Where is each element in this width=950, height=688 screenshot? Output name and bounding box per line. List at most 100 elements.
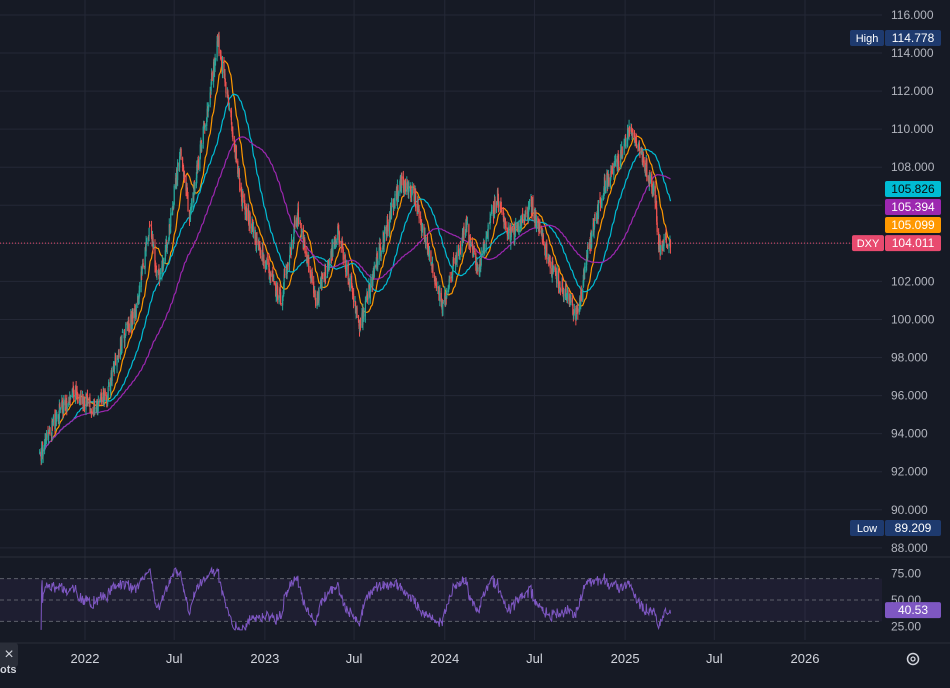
- rsi-tick-label: 25.00: [891, 620, 921, 634]
- candle-body: [150, 227, 153, 238]
- low-marker-value-bg: [885, 520, 941, 536]
- gear-icon[interactable]: [906, 652, 920, 666]
- candle-body: [452, 267, 454, 276]
- candle-body: [446, 290, 448, 298]
- high-marker-label-bg: [850, 30, 884, 46]
- candle-body: [125, 323, 127, 334]
- candle-body: [356, 307, 358, 318]
- candle-body: [368, 284, 370, 300]
- candle-body: [597, 200, 600, 218]
- candle-body: [159, 272, 162, 275]
- candle-body: [461, 243, 463, 253]
- candle-body: [199, 144, 201, 159]
- candle-body: [78, 398, 80, 404]
- candle-body: [421, 224, 424, 231]
- candle-body: [539, 221, 541, 229]
- candle-body: [197, 158, 199, 169]
- candle-body: [425, 236, 427, 247]
- candle-body: [183, 175, 186, 178]
- candle-body: [654, 186, 656, 203]
- candle-body: [373, 265, 375, 277]
- candle-body: [87, 399, 89, 403]
- candle-body: [277, 286, 279, 300]
- candle-body: [372, 274, 374, 287]
- ma-value: 105.826: [891, 182, 935, 196]
- price-tick-label: 94.000: [891, 427, 928, 441]
- candle-body: [70, 395, 72, 398]
- candle-body: [530, 198, 533, 215]
- candle-body: [592, 222, 595, 231]
- candle-body: [504, 218, 506, 228]
- candle-body: [319, 279, 322, 288]
- candle-body: [99, 399, 101, 402]
- candle-body: [620, 149, 622, 168]
- candle-body: [509, 225, 511, 242]
- price-tick-label: 92.000: [891, 465, 928, 479]
- candle-body: [608, 177, 610, 186]
- last-price-value: 104.011: [892, 236, 935, 250]
- candle-body: [359, 323, 362, 326]
- candle-body: [104, 390, 106, 397]
- candle-body: [308, 258, 310, 273]
- candle-body: [225, 82, 227, 94]
- candle-body: [282, 296, 284, 298]
- candle-body: [377, 260, 379, 267]
- candle-body: [546, 243, 548, 259]
- candle-body: [346, 264, 348, 275]
- candle-body: [556, 271, 558, 284]
- candle-body: [338, 231, 340, 244]
- candle-body: [432, 264, 434, 274]
- time-tick-label: 2025: [611, 651, 640, 666]
- candle-body: [49, 427, 51, 434]
- candle-body: [403, 185, 405, 194]
- candle-body: [352, 293, 355, 303]
- price-tick-label: 116.000: [891, 8, 934, 22]
- candle-body: [626, 129, 629, 147]
- candle-body: [601, 198, 603, 206]
- candle-body: [401, 175, 403, 179]
- candle-body: [669, 240, 672, 248]
- candle-body: [384, 226, 386, 241]
- candle-body: [296, 215, 299, 226]
- candle-body: [275, 283, 277, 297]
- rsi-line: [40, 566, 671, 631]
- gear-icon-ring: [906, 652, 920, 666]
- candle-body: [273, 281, 275, 285]
- candle-body: [647, 175, 649, 181]
- candle-body: [480, 253, 482, 266]
- candle-body: [342, 249, 344, 260]
- candle-body: [563, 294, 565, 299]
- candle-body: [442, 304, 444, 316]
- candle-body: [466, 222, 469, 224]
- candle-body: [492, 207, 495, 218]
- candle-body: [490, 210, 493, 214]
- candle-body: [278, 295, 280, 302]
- candle-body: [325, 277, 327, 279]
- candle-body: [337, 226, 339, 241]
- candle-body: [369, 289, 371, 299]
- close-icon[interactable]: ×: [0, 643, 18, 667]
- candle-body: [246, 208, 248, 220]
- candle-body: [666, 244, 669, 247]
- candle-body: [501, 210, 503, 212]
- candle-body: [52, 416, 55, 423]
- candle-body: [532, 196, 534, 217]
- price-tick-label: 112.000: [891, 84, 934, 98]
- rsi-value: 40.53: [898, 603, 928, 617]
- candle-body: [248, 210, 250, 224]
- candle-body: [142, 263, 144, 268]
- low-marker-value: 89.209: [895, 521, 932, 535]
- candle-body: [463, 226, 465, 235]
- candle-body: [625, 144, 627, 146]
- candle-body: [130, 314, 132, 329]
- candle-body: [154, 245, 156, 267]
- candle-body: [77, 393, 79, 400]
- candle-body: [63, 398, 65, 413]
- candle-body: [315, 297, 317, 306]
- candle-body: [224, 73, 226, 83]
- candle-body: [448, 289, 450, 290]
- price-tick-label: 110.000: [891, 122, 934, 136]
